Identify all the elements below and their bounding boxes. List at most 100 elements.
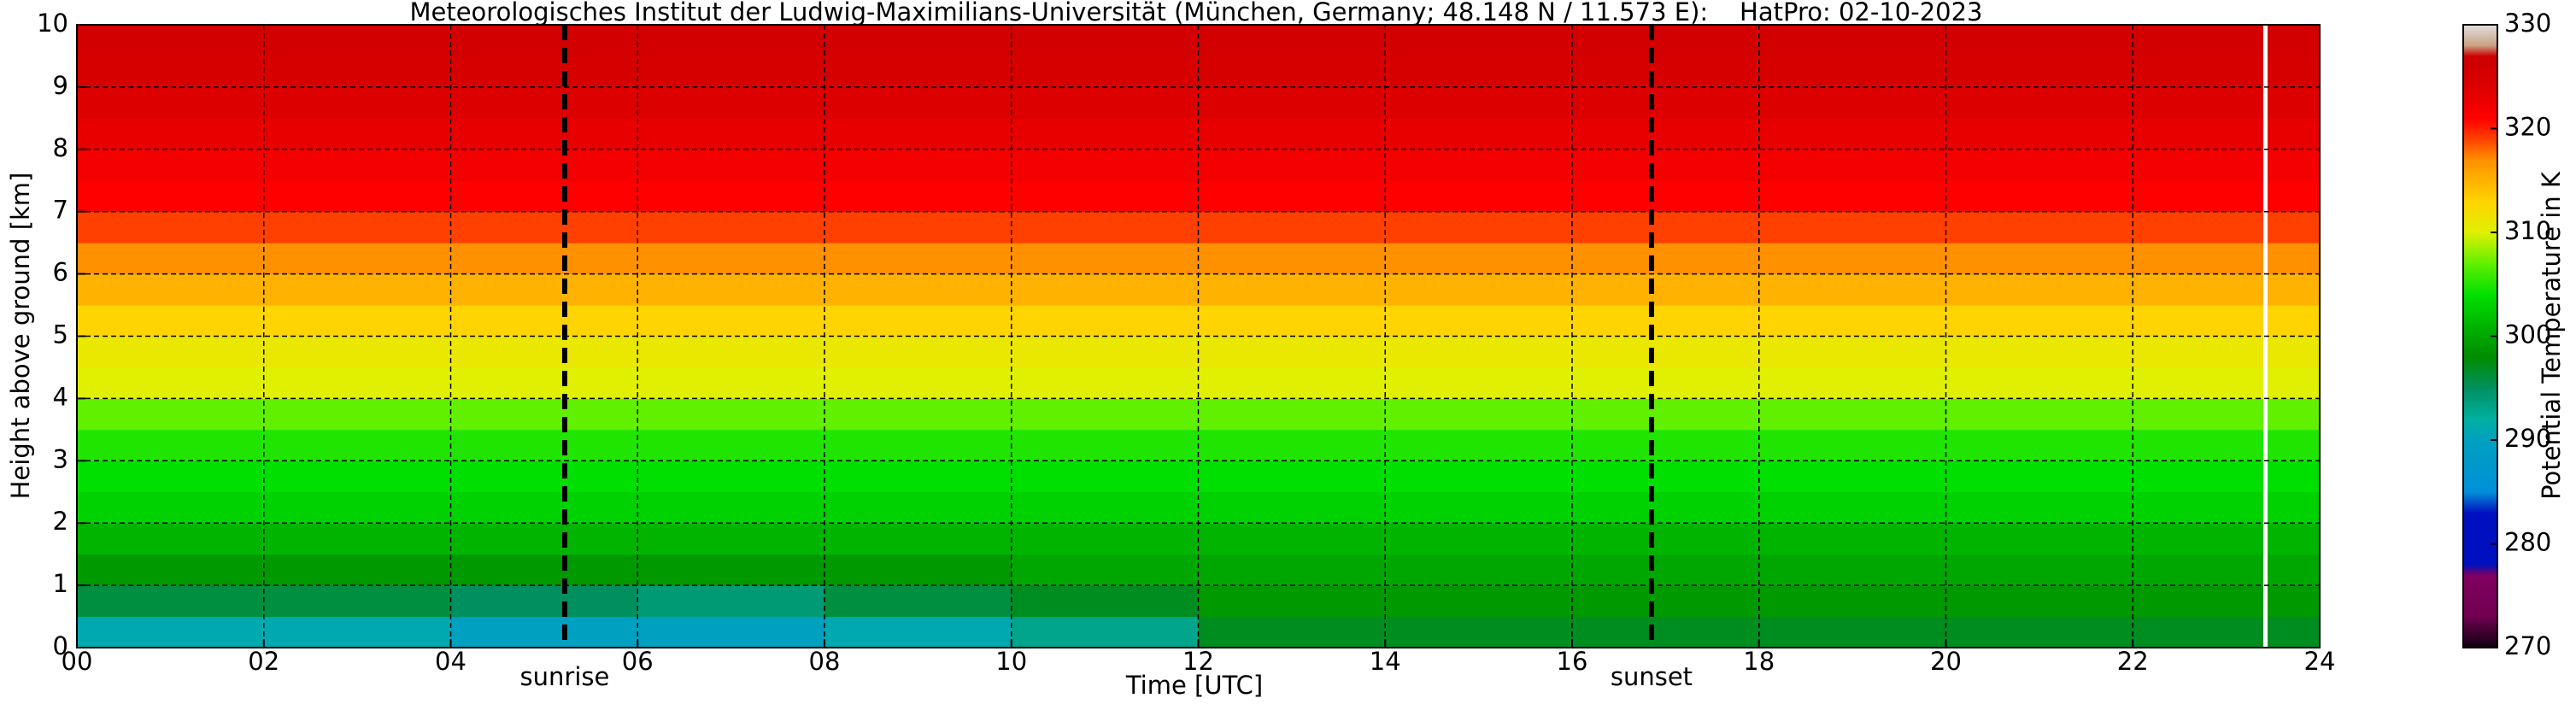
- heatmap-cell: [824, 398, 1012, 431]
- annotation-label: sunrise: [520, 662, 610, 691]
- heatmap-cell: [77, 429, 265, 461]
- y-tick-label: 0: [53, 631, 68, 660]
- heatmap-cell: [263, 118, 451, 150]
- heatmap-cell: [1011, 86, 1199, 119]
- heatmap-cell: [1011, 180, 1199, 213]
- heatmap-cell: [637, 491, 825, 524]
- heatmap-cell: [77, 56, 265, 88]
- y-tick-label: 6: [53, 258, 68, 287]
- heatmap-cell: [2133, 243, 2321, 275]
- colorbar-segment: [2463, 138, 2497, 161]
- heatmap-cell: [1385, 25, 1573, 56]
- heatmap-cell: [1385, 554, 1573, 586]
- heatmap-cell: [2133, 56, 2321, 88]
- heatmap-cell: [1945, 149, 2133, 181]
- heatmap-cell: [1385, 273, 1573, 306]
- heatmap-cell: [1198, 367, 1386, 399]
- heatmap-cell: [1198, 243, 1386, 275]
- heatmap-cell: [1011, 118, 1199, 150]
- heatmap-cell: [1385, 180, 1573, 213]
- heatmap-cell: [77, 616, 265, 648]
- heatmap-cell: [1011, 305, 1199, 337]
- heatmap-cell: [263, 367, 451, 399]
- heatmap-cell: [1385, 336, 1573, 368]
- heatmap-cell: [1198, 491, 1386, 524]
- x-axis-label: Time [UTC]: [1125, 671, 1263, 700]
- heatmap-cell: [450, 273, 638, 306]
- heatmap-cell: [1011, 616, 1199, 648]
- heatmap-cell: [77, 585, 265, 618]
- colorbar-segment: [2463, 294, 2497, 326]
- heatmap-cell: [637, 305, 825, 337]
- heatmap-cell: [450, 305, 638, 337]
- annotation-label: sunset: [1611, 662, 1693, 691]
- heatmap-cell: [450, 56, 638, 88]
- heatmap-cell: [1945, 86, 2133, 119]
- heatmap-cell: [263, 523, 451, 555]
- heatmap-cell: [1198, 86, 1386, 119]
- colorbar-segment: [2463, 56, 2497, 88]
- colorbar-segment: [2463, 86, 2497, 119]
- heatmap-cell: [1572, 118, 1760, 150]
- heatmap-cell: [1572, 429, 1760, 461]
- heatmap-cell: [824, 554, 1012, 586]
- heatmap-cell: [263, 56, 451, 88]
- heatmap-cell: [1572, 180, 1760, 213]
- heatmap-cell: [1572, 616, 1760, 648]
- heatmap-cell: [77, 398, 265, 431]
- heatmap-cell: [450, 398, 638, 431]
- x-tick-label: 14: [1370, 647, 1401, 676]
- heatmap-cell: [1572, 86, 1760, 119]
- heatmap-cell: [77, 336, 265, 368]
- heatmap-cell: [824, 243, 1012, 275]
- heatmap-cell: [824, 305, 1012, 337]
- heatmap-cell: [824, 211, 1012, 243]
- y-tick-label: 7: [53, 196, 68, 225]
- heatmap-cell: [77, 211, 265, 243]
- heatmap-cell: [1945, 554, 2133, 586]
- heatmap-cell: [1385, 523, 1573, 555]
- heatmap-cell: [1945, 491, 2133, 524]
- heatmap-cell: [1572, 336, 1760, 368]
- heatmap-cell: [1011, 149, 1199, 181]
- heatmap-cell: [637, 554, 825, 586]
- heatmap-cell: [263, 429, 451, 461]
- heatmap-cell: [824, 336, 1012, 368]
- heatmap-cell: [77, 273, 265, 306]
- heatmap-cell: [1945, 305, 2133, 337]
- heatmap-cell: [1945, 180, 2133, 213]
- heatmap-cell: [2133, 25, 2321, 56]
- heatmap-cell: [824, 86, 1012, 119]
- heatmap-cell: [1572, 25, 1760, 56]
- heatmap-cell: [1945, 429, 2133, 461]
- heatmap-cell: [1945, 461, 2133, 493]
- colorbar-segment: [2463, 616, 2497, 648]
- heatmap-cell: [1758, 211, 1946, 243]
- colorbar-segment: [2463, 201, 2497, 233]
- heatmap-cell: [1758, 56, 1946, 88]
- heatmap-cell: [824, 491, 1012, 524]
- heatmap-cell: [1572, 149, 1760, 181]
- heatmap-cell: [2133, 273, 2321, 306]
- x-tick-label: 24: [2304, 647, 2336, 676]
- heatmap-cell: [824, 118, 1012, 150]
- heatmap-cell: [1945, 398, 2133, 431]
- y-tick-label: 8: [53, 133, 68, 162]
- heatmap-cell: [2133, 554, 2321, 586]
- heatmap-cell: [263, 554, 451, 586]
- heatmap-cell: [1572, 554, 1760, 586]
- heatmap-cell: [1758, 491, 1946, 524]
- heatmap-cell: [1945, 616, 2133, 648]
- heatmap-cell: [1758, 273, 1946, 306]
- heatmap-cell: [1945, 25, 2133, 56]
- heatmap-cell: [637, 118, 825, 150]
- heatmap-cell: [1198, 273, 1386, 306]
- heatmap-cell: [450, 523, 638, 555]
- heatmap-cell: [450, 180, 638, 213]
- y-tick-label: 5: [53, 320, 68, 349]
- colorbar-segment: [2463, 159, 2497, 202]
- heatmap-cell: [263, 616, 451, 648]
- heatmap-cell: [1198, 616, 1386, 648]
- y-tick-label: 4: [53, 382, 68, 411]
- heatmap-cell: [1945, 367, 2133, 399]
